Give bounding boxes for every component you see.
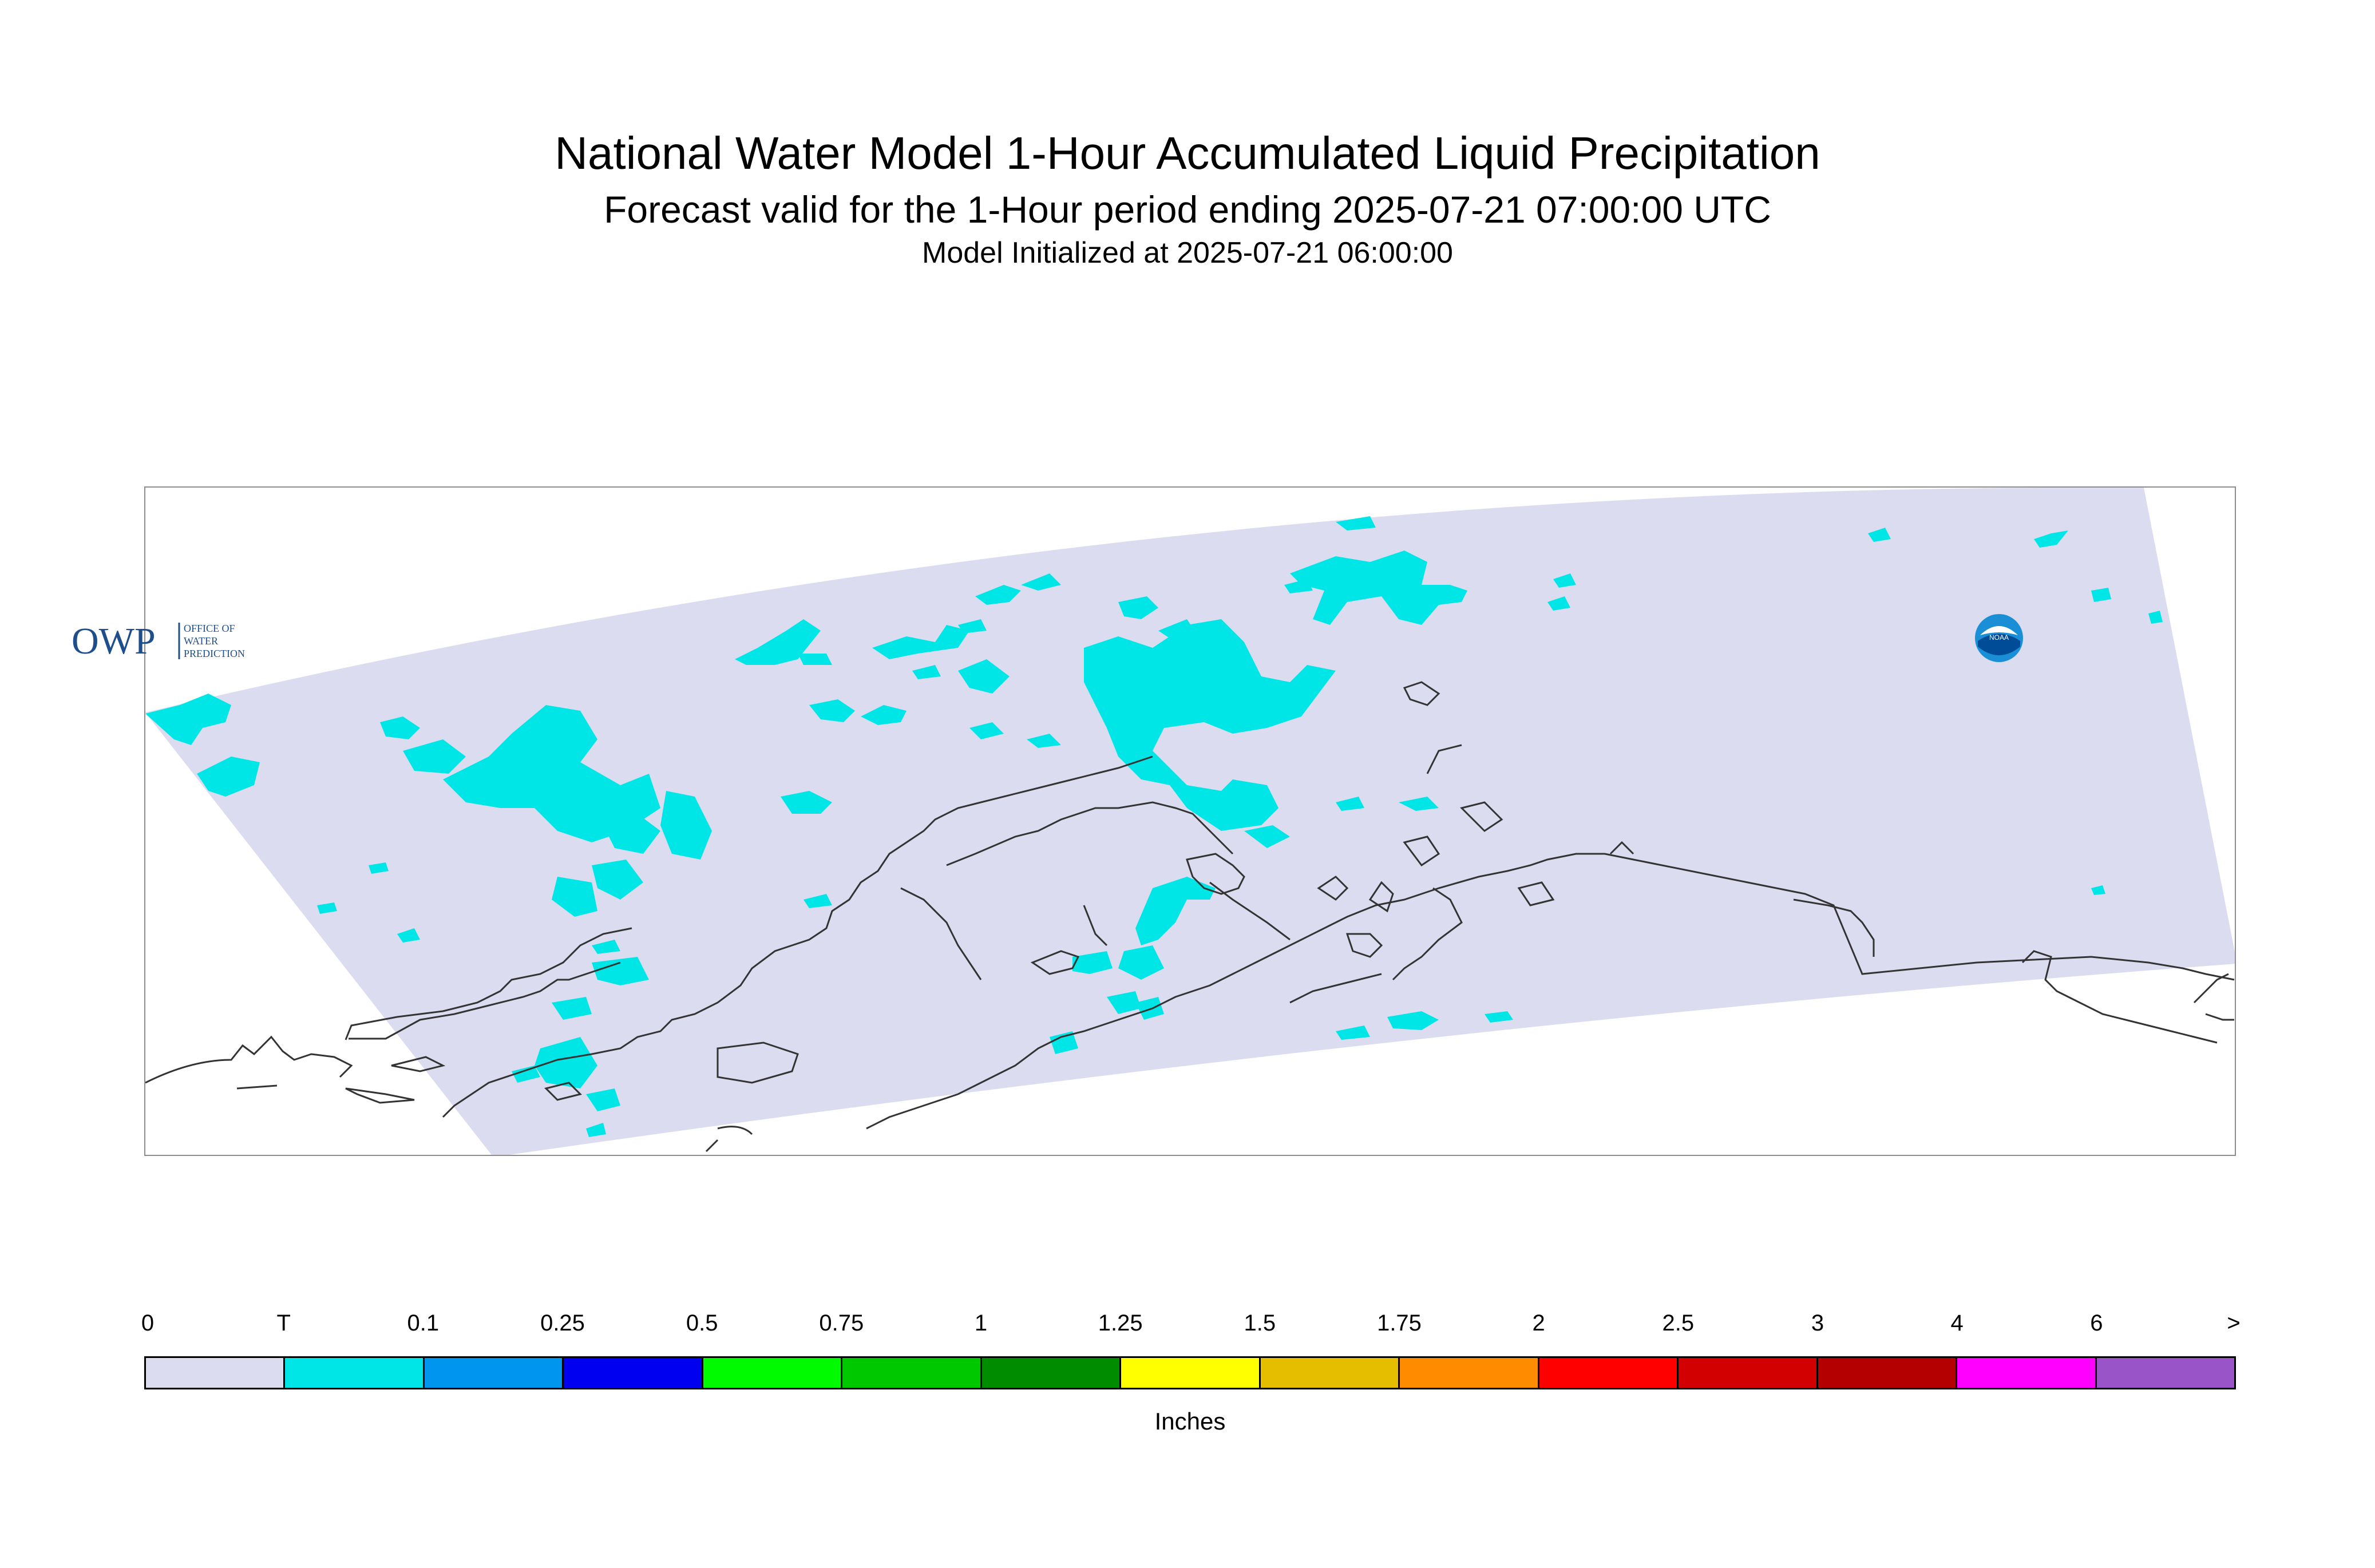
legend-tick-label: 1.75 [1377, 1310, 1422, 1336]
precip-trace-areas [145, 516, 2163, 1137]
owp-logo-line3: PREDICTION [184, 648, 245, 659]
legend-swatch [1816, 1358, 1956, 1388]
legend-tick-label: 4 [1950, 1310, 1964, 1336]
legend-tick-label: 2.5 [1662, 1310, 1695, 1336]
legend-units: Inches [1154, 1408, 1226, 1435]
legend-swatch [1537, 1358, 1677, 1388]
legend-tick-label: 2 [1532, 1310, 1545, 1336]
owp-logo-mark: OWP [72, 620, 156, 662]
owp-logo: OWP OFFICE OF WATER PREDICTION [72, 620, 245, 662]
legend-swatch [2095, 1358, 2235, 1388]
legend-tick-label: T [276, 1310, 291, 1336]
legend-swatch [980, 1358, 1120, 1388]
noaa-logo-mark: NOAA [1989, 633, 2009, 642]
chart-subtitle: Forecast valid for the 1-Hour period end… [604, 188, 1771, 231]
legend-swatch [1119, 1358, 1259, 1388]
legend-tick-label: 0.1 [407, 1310, 440, 1336]
legend-tick-label: > [2227, 1310, 2241, 1336]
owp-logo-line1: OFFICE OF [184, 623, 235, 634]
legend-swatch [146, 1358, 284, 1388]
map-panel [144, 486, 2236, 1156]
legend-tick-label: 1.25 [1098, 1310, 1143, 1336]
owp-logo-line2: WATER [184, 635, 218, 647]
map-canvas [145, 488, 2235, 1155]
chart-title: National Water Model 1-Hour Accumulated … [555, 128, 1820, 179]
legend-swatch [1677, 1358, 1816, 1388]
legend-tick-label: 1.5 [1244, 1310, 1276, 1336]
model-domain [145, 488, 2235, 1155]
color-legend: 0 T 0.1 0.25 0.5 0.75 1 1.25 1.5 1.75 2 2.5 3 4 6 > Inc… [141, 1310, 2241, 1436]
noaa-logo: NOAA [1975, 614, 2023, 662]
init-time-label: Model Initialized at 2025-07-21 06:00:00 [922, 236, 1453, 270]
legend-swatch [422, 1358, 563, 1388]
legend-tick-label: 0.75 [819, 1310, 864, 1336]
legend-tick-label: 3 [1811, 1310, 1824, 1336]
legend-tick-label: 0.5 [686, 1310, 718, 1336]
legend-tick-label: 1 [974, 1310, 988, 1336]
legend-swatch [562, 1358, 702, 1388]
legend-swatch [701, 1358, 841, 1388]
legend-tick-label: 0 [141, 1310, 155, 1336]
legend-swatch [283, 1358, 423, 1388]
coastlines [145, 681, 2235, 1153]
legend-swatch [841, 1358, 980, 1388]
legend-swatch [1398, 1358, 1538, 1388]
legend-tick-label: 6 [2090, 1310, 2103, 1336]
legend-swatch [1258, 1358, 1399, 1388]
legend-swatch [1956, 1358, 2095, 1388]
legend-tick-label: 0.25 [540, 1310, 585, 1336]
legend-colorbar [144, 1356, 2236, 1389]
